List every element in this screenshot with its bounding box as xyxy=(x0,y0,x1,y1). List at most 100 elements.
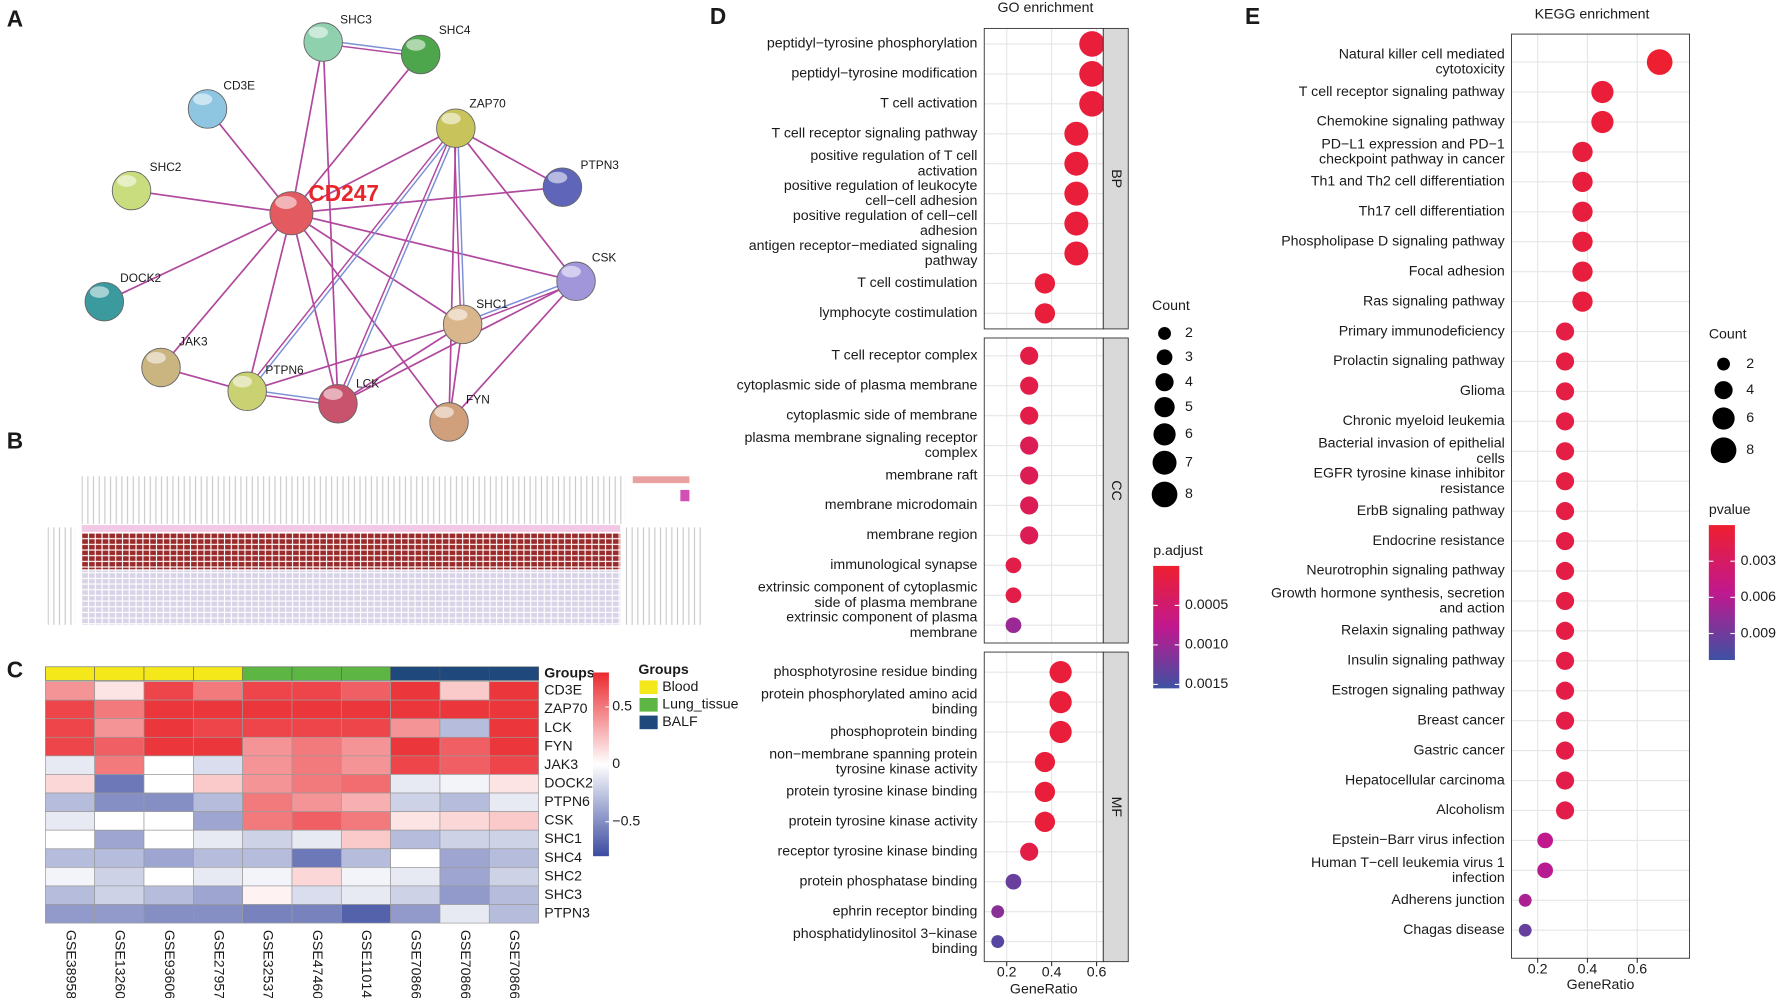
dot xyxy=(1646,49,1673,75)
dot xyxy=(1555,412,1575,431)
heat-cell xyxy=(390,811,441,831)
dot xyxy=(1555,442,1575,461)
heat-cell xyxy=(45,904,96,924)
heat-cell xyxy=(488,811,539,831)
heat-cell xyxy=(488,718,539,738)
heat-cell xyxy=(143,736,194,757)
group-cell xyxy=(193,666,243,681)
heat-cell xyxy=(242,718,293,738)
heat-cell xyxy=(439,699,490,720)
heat-cell xyxy=(143,718,194,738)
heat-cell xyxy=(143,829,194,850)
heat-cell xyxy=(192,904,244,924)
dot xyxy=(1518,893,1532,907)
heat-cell xyxy=(340,755,391,775)
heat-cell xyxy=(291,736,342,757)
dot xyxy=(1020,436,1039,455)
x-axis-label: GeneRatio xyxy=(1010,982,1078,998)
panel-label: E xyxy=(1245,3,1260,29)
heat-cell xyxy=(488,904,539,924)
category-label: Relaxin signaling pathway xyxy=(1341,623,1506,639)
heat-cell xyxy=(242,829,293,850)
dot xyxy=(1572,141,1593,163)
node-highlight xyxy=(406,39,426,51)
category-label: peptidyl−tyrosine phosphorylation xyxy=(767,36,978,52)
heat-cell xyxy=(192,681,244,701)
dot xyxy=(1537,862,1553,879)
dot xyxy=(1079,31,1105,57)
heat-cell xyxy=(45,885,96,905)
dot xyxy=(1049,720,1072,744)
heat-cell xyxy=(45,755,96,775)
dot xyxy=(1005,557,1022,574)
dot xyxy=(1020,346,1039,365)
column-label: GSE27957 xyxy=(210,930,226,998)
row-label: SHC2 xyxy=(544,868,582,884)
heat-cell xyxy=(439,885,490,905)
light-block xyxy=(81,570,621,625)
heat-cell xyxy=(390,867,441,887)
heat-cell xyxy=(192,792,244,812)
node-highlight xyxy=(232,375,253,388)
panel-label: C xyxy=(7,656,23,682)
category-label: PD−L1 expression and PD−1 checkpoint path… xyxy=(1319,136,1505,167)
node-label: LCK xyxy=(356,377,379,391)
legend-label: 2 xyxy=(1185,325,1193,341)
row-label: SHC3 xyxy=(544,887,582,903)
heat-cell xyxy=(439,718,490,738)
heat-cell xyxy=(439,736,490,757)
legend-label: 4 xyxy=(1185,374,1193,390)
legend-label: 6 xyxy=(1185,426,1193,442)
dot xyxy=(1572,261,1593,282)
panel-border xyxy=(1511,33,1691,959)
x-tick-label: 0.6 xyxy=(1627,961,1647,977)
heat-cell xyxy=(340,774,391,794)
heat-cell xyxy=(94,681,145,701)
dark-block xyxy=(81,533,621,570)
heat-cell xyxy=(291,867,342,887)
legend-swatch xyxy=(639,680,658,695)
dot xyxy=(1020,496,1039,515)
heat-cell xyxy=(242,792,293,812)
heat-cell xyxy=(488,681,539,701)
dot xyxy=(1555,561,1575,581)
dot xyxy=(1034,273,1056,294)
heat-cell xyxy=(45,829,96,850)
heat-cell xyxy=(488,774,539,794)
category-label: Chemokine signaling pathway xyxy=(1317,114,1506,130)
dot xyxy=(1555,531,1575,551)
edge xyxy=(290,41,325,214)
heat-cell xyxy=(439,904,490,924)
heat-cell xyxy=(390,792,441,812)
heat-cell xyxy=(143,755,194,775)
panel-label: A xyxy=(7,5,23,31)
node-label: SHC1 xyxy=(476,297,508,311)
heat-cell xyxy=(488,848,539,868)
column-label: GSE47460 xyxy=(309,930,325,998)
heat-cell xyxy=(192,885,244,905)
edge xyxy=(455,127,563,188)
category-label: Alcoholism xyxy=(1436,802,1504,818)
heat-cell xyxy=(340,848,391,868)
heat-cell xyxy=(192,848,244,868)
category-label: Th17 cell differentiation xyxy=(1359,204,1505,220)
heat-cell xyxy=(390,718,441,738)
category-label: Phospholipase D signaling pathway xyxy=(1281,233,1505,249)
category-label: Epstein−Barr virus infection xyxy=(1332,832,1505,848)
row-label: CD3E xyxy=(544,683,582,699)
edge xyxy=(338,128,459,405)
facet-label: BP xyxy=(1108,169,1124,188)
node-highlight xyxy=(434,406,454,419)
heat-cell xyxy=(143,867,194,887)
category-label: phosphotyrosine residue binding xyxy=(774,664,978,680)
category-label: membrane microdomain xyxy=(825,497,978,513)
dot xyxy=(1034,781,1056,803)
edge xyxy=(290,53,422,214)
heat-cell xyxy=(291,774,342,794)
category-label: Prolactin signaling pathway xyxy=(1333,353,1505,369)
heat-cell xyxy=(488,885,539,905)
column-label: GSE93606 xyxy=(161,930,177,998)
heat-cell xyxy=(488,699,539,720)
heat-cell xyxy=(143,811,194,831)
heat-cell xyxy=(488,867,539,887)
